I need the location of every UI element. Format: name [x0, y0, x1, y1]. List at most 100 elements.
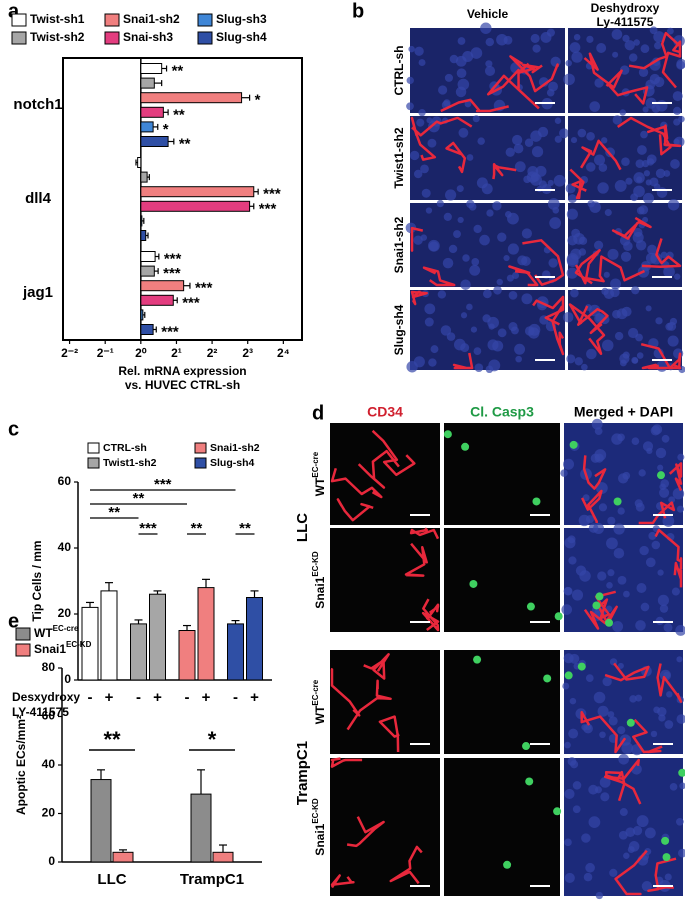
nucleus	[505, 147, 515, 157]
x-tick-label: 2³	[242, 346, 253, 360]
nucleus	[673, 106, 682, 115]
nucleus	[546, 88, 555, 97]
nucleus	[510, 326, 519, 335]
nucleus	[619, 65, 630, 75]
nucleus	[585, 723, 592, 731]
y-tick-label: 80	[42, 660, 56, 674]
nucleus	[571, 51, 583, 63]
vessel	[584, 255, 646, 283]
nucleus	[663, 623, 673, 633]
nucleus	[607, 711, 615, 718]
nucleus	[641, 881, 653, 892]
nucleus	[676, 505, 684, 513]
bar	[140, 77, 155, 89]
nucleus	[593, 691, 606, 704]
bar	[140, 63, 163, 74]
nucleus	[413, 169, 423, 179]
legend-swatch	[197, 13, 213, 27]
significance: **	[239, 520, 251, 537]
nucleus	[657, 464, 664, 471]
nucleus	[636, 583, 647, 593]
nucleus	[603, 271, 610, 278]
nucleus	[617, 726, 626, 735]
vessel	[654, 528, 683, 569]
nucleus	[430, 345, 439, 354]
significance: *	[255, 92, 261, 109]
nucleus	[645, 305, 652, 312]
nucleus	[612, 621, 624, 632]
nucleus	[654, 41, 662, 50]
bar	[140, 106, 164, 118]
legend-swatch	[87, 457, 100, 469]
y-axis-label: Tip Cells / mm	[30, 540, 44, 621]
micrograph	[444, 528, 560, 632]
nucleus	[568, 728, 579, 739]
nucleus	[418, 109, 426, 117]
nucleus	[559, 128, 569, 139]
panel-letter: d	[312, 402, 324, 424]
significance: ***	[163, 265, 181, 282]
x-tick-label: +	[105, 689, 114, 706]
micrograph	[330, 650, 440, 754]
vessel	[425, 603, 440, 621]
nucleus	[669, 783, 678, 791]
treatment-label: LY-411575	[12, 705, 69, 719]
bar	[140, 136, 169, 147]
nucleus	[466, 303, 473, 311]
nucleus	[472, 115, 480, 123]
nucleus	[564, 872, 575, 883]
nucleus	[667, 335, 679, 347]
group-label: LLC	[294, 513, 311, 542]
nucleus	[669, 317, 678, 326]
row-label: WTEC-cre	[311, 451, 327, 496]
micrograph	[444, 758, 560, 896]
nucleus	[496, 33, 508, 46]
nucleus	[628, 841, 640, 852]
vessel	[404, 542, 428, 577]
vessel	[617, 116, 672, 156]
nucleus	[414, 46, 424, 56]
nucleus	[521, 293, 533, 305]
nucleus	[622, 34, 630, 43]
nucleus	[567, 194, 577, 204]
nucleus	[562, 682, 570, 690]
y-tick-label: 60	[58, 474, 72, 488]
legend-label-base: Snai1	[34, 642, 66, 656]
bar	[140, 280, 185, 292]
nucleus	[563, 458, 575, 470]
panel-letter: e	[8, 610, 19, 632]
nucleus	[570, 136, 578, 144]
nucleus	[448, 244, 458, 254]
nucleus	[444, 189, 457, 201]
nucleus	[645, 179, 652, 186]
row-label-base: WT	[313, 477, 327, 496]
nucleus	[497, 328, 507, 338]
nucleus	[601, 339, 614, 352]
vessel	[378, 715, 400, 753]
nucleus	[564, 586, 573, 596]
nucleus	[629, 695, 637, 703]
micrograph	[444, 650, 560, 754]
nucleus	[650, 730, 658, 738]
column-label: Ly-411575	[597, 15, 654, 29]
row-label: Snai1EC-KD	[311, 551, 327, 609]
apoptotic-cell	[569, 440, 578, 449]
nucleus	[672, 488, 685, 500]
nucleus	[479, 234, 490, 246]
bar	[140, 294, 174, 306]
vessel	[517, 62, 543, 75]
nucleus	[656, 100, 668, 112]
nucleus	[564, 788, 575, 800]
nucleus	[627, 327, 639, 339]
apoptotic-cell	[553, 807, 562, 816]
nucleus	[528, 327, 540, 339]
legend-swatch	[11, 31, 27, 45]
apoptotic-cell	[656, 471, 665, 480]
vessel	[604, 770, 626, 802]
bar	[246, 597, 263, 681]
nucleus	[484, 65, 496, 76]
legend-label: Snai-sh3	[123, 30, 173, 44]
row-label-sup: EC-KD	[311, 551, 320, 577]
x-axis-label: vs. HUVEC CTRL-sh	[125, 378, 240, 392]
category-label: jag1	[22, 284, 53, 301]
